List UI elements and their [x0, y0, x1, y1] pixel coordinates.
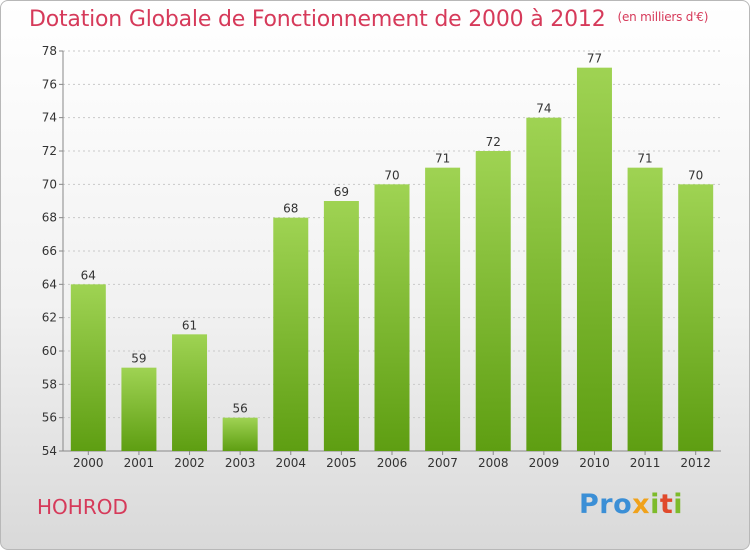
labels: 64 59 61 56 68 69 70 71 72 74 77 71 70: [81, 52, 704, 416]
chart-title-text: Dotation Globale de Fonctionnement de 20…: [29, 7, 606, 32]
x-tick-label: 2004: [275, 456, 306, 470]
logo-part: Pro: [579, 489, 633, 520]
proxiti-logo: Proxiti: [579, 489, 683, 520]
data-label: 72: [486, 135, 501, 149]
data-label: 68: [283, 202, 298, 216]
bar: [172, 334, 208, 451]
bar: [273, 217, 309, 451]
y-tick-label: 64: [42, 277, 57, 291]
y-tick-label: 76: [42, 77, 57, 91]
x-tick-label: 2011: [630, 456, 661, 470]
bar: [678, 184, 714, 452]
x-tick-label: 2006: [377, 456, 408, 470]
x-tick-label: 2010: [579, 456, 610, 470]
logo-part: x: [632, 489, 651, 520]
bar: [70, 284, 106, 451]
x-tick-label: 2009: [529, 456, 560, 470]
x-tick-label: 2003: [225, 456, 256, 470]
bar: [475, 151, 511, 451]
data-label: 56: [233, 402, 248, 416]
y-tick-label: 54: [42, 444, 57, 458]
data-label: 71: [435, 152, 450, 166]
data-label: 69: [334, 185, 349, 199]
y-tick-label: 72: [42, 144, 57, 158]
bar: [374, 184, 410, 452]
bar: [576, 67, 612, 452]
x-tick-label: 2008: [478, 456, 509, 470]
y-tick-label: 74: [42, 111, 57, 125]
data-label: 70: [688, 168, 703, 182]
x-tick-label: 2002: [174, 456, 205, 470]
chart-title: Dotation Globale de Fonctionnement de 20…: [29, 7, 708, 32]
x-tick-label: 2005: [326, 456, 357, 470]
data-label: 70: [384, 168, 399, 182]
x-tick-label: 2007: [427, 456, 458, 470]
y-tick-label: 60: [42, 344, 57, 358]
logo-part: i: [673, 489, 684, 520]
x-tick-label: 2000: [73, 456, 104, 470]
bar: [323, 201, 359, 451]
bar: [222, 417, 258, 451]
bars: [70, 67, 714, 452]
bar: [425, 167, 461, 451]
data-label: 77: [587, 52, 602, 66]
data-label: 74: [536, 102, 551, 116]
y-tick-label: 68: [42, 211, 57, 225]
y-tick-label: 56: [42, 411, 57, 425]
y-tick-label: 58: [42, 377, 57, 391]
y-tick-label: 66: [42, 244, 57, 258]
data-label: 64: [81, 268, 96, 282]
y-tick-label: 78: [42, 44, 57, 58]
data-label: 59: [131, 352, 146, 366]
bar: [627, 167, 663, 451]
y-tick-label: 70: [42, 177, 57, 191]
logo-part: i: [650, 489, 660, 520]
bar: [526, 117, 562, 452]
data-label: 61: [182, 318, 197, 332]
x-tick-label: 2001: [124, 456, 155, 470]
data-label: 71: [637, 152, 652, 166]
y-tick-label: 62: [42, 311, 57, 325]
place-name: HOHROD: [37, 495, 128, 519]
logo-part: t: [659, 489, 674, 520]
bar: [121, 367, 157, 451]
x-tick-label: 2012: [680, 456, 711, 470]
chart-subtitle: (en milliers d'€): [617, 10, 709, 24]
